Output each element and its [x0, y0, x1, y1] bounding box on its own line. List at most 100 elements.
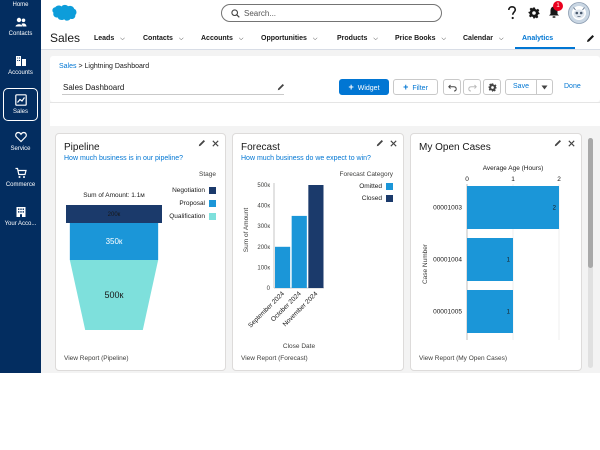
rail-item-label: Accounts: [8, 70, 33, 76]
add-widget-button[interactable]: + Widget: [339, 79, 389, 95]
tab-products[interactable]: Products ⌵: [337, 35, 378, 43]
edit-icon[interactable]: [198, 139, 206, 147]
rail-item-label: Your Acco...: [4, 221, 37, 227]
tab-calendar[interactable]: Calendar ⌵: [463, 35, 504, 43]
active-tab-indicator: [515, 47, 575, 49]
dashboard-settings-button[interactable]: [483, 79, 501, 95]
data-label: 2: [553, 206, 557, 212]
help-icon[interactable]: [507, 6, 517, 20]
y-tick-label: 500к: [257, 183, 270, 189]
chevron-down-icon[interactable]: ⌵: [441, 36, 447, 42]
avatar[interactable]: [568, 2, 590, 24]
close-icon[interactable]: [568, 140, 575, 147]
scrollbar-thumb[interactable]: [588, 138, 593, 268]
bar: [467, 238, 513, 281]
accounts-icon: [15, 56, 26, 66]
edit-icon[interactable]: [554, 139, 562, 147]
tab-accounts[interactable]: Accounts ⌵: [201, 35, 243, 43]
save-button[interactable]: Save: [505, 79, 537, 95]
widget-title: My Open Cases: [419, 142, 491, 153]
rail-item-home[interactable]: Home: [0, 2, 41, 8]
y-tick-label: 00001003: [433, 205, 462, 212]
y-tick-label: 0: [267, 286, 271, 292]
edit-title-icon[interactable]: [277, 83, 285, 91]
chevron-down-icon[interactable]: ⌵: [120, 36, 125, 42]
tab-label: Price Books: [395, 35, 436, 42]
open-cases-widget: My Open Cases Average Age (Hours) Case N…: [410, 133, 582, 371]
gear-icon: [487, 83, 497, 92]
bar: [467, 290, 513, 333]
rail-item-your-account[interactable]: Your Acco...: [0, 206, 41, 227]
widget-subtitle: How much business is in our pipeline?: [64, 155, 184, 162]
rail-item-contacts[interactable]: Contacts: [0, 16, 41, 37]
tab-label: Leads: [94, 35, 115, 42]
legend-entry: Proposal: [179, 200, 205, 207]
done-button[interactable]: Done: [564, 83, 581, 90]
breadcrumb-link-sales[interactable]: Sales: [59, 63, 77, 70]
rail-item-label: Commerce: [5, 182, 36, 188]
salesforce-logo[interactable]: [51, 4, 77, 22]
legend-swatch: [209, 187, 216, 194]
x-tick-label: 1: [511, 176, 515, 183]
plus-icon: +: [348, 82, 354, 92]
bar: [308, 185, 324, 288]
widget-title: Forecast: [241, 142, 280, 153]
chevron-down-icon[interactable]: ⌵: [312, 36, 318, 42]
bar: [291, 215, 307, 288]
contacts-icon: [15, 17, 26, 27]
chevron-down-icon[interactable]: ⌵: [238, 36, 244, 42]
data-label: 200к: [108, 212, 121, 218]
tab-label: Analytics: [522, 35, 554, 42]
close-icon[interactable]: [212, 140, 219, 147]
dashboard-filter-strip: [50, 102, 600, 126]
tab-leads[interactable]: Leads ⌵: [94, 35, 125, 43]
tab-opportunities[interactable]: Opportunities ⌵: [261, 35, 317, 43]
chevron-down-icon[interactable]: ⌵: [498, 36, 504, 42]
redo-button[interactable]: [463, 79, 481, 95]
tab-price-books[interactable]: Price Books ⌵: [395, 35, 446, 43]
legend-title: Forecast Category: [340, 171, 394, 178]
legend-title: Stage: [199, 171, 216, 178]
rail-item-service[interactable]: Service: [0, 131, 41, 152]
legend-swatch: [386, 195, 393, 202]
gear-icon[interactable]: [528, 7, 540, 19]
tab-contacts[interactable]: Contacts ⌵: [143, 35, 184, 43]
legend-swatch: [386, 183, 393, 190]
close-icon[interactable]: [390, 140, 397, 147]
add-filter-button[interactable]: + Filter: [393, 79, 438, 95]
view-report-link[interactable]: View Report (Pipeline): [64, 355, 129, 362]
y-axis-label: Case Number: [422, 243, 429, 284]
left-rail: Home Contacts Accounts Sales Service Com…: [0, 0, 41, 373]
tab-analytics[interactable]: Analytics: [522, 35, 553, 42]
y-tick-label: 300к: [257, 224, 270, 230]
bar: [275, 246, 291, 288]
view-report-link[interactable]: View Report (My Open Cases): [419, 355, 508, 362]
chevron-down-icon[interactable]: ⌵: [373, 36, 378, 42]
save-options-button[interactable]: [536, 79, 553, 95]
plus-icon: +: [403, 82, 409, 92]
edit-nav-icon[interactable]: [586, 34, 595, 43]
data-label: 1: [507, 310, 511, 316]
edit-icon[interactable]: [376, 139, 384, 147]
page-scrollbar[interactable]: [588, 138, 593, 368]
undo-icon: [447, 84, 457, 92]
rail-item-label: Contacts: [8, 31, 33, 37]
rail-item-accounts[interactable]: Accounts: [0, 55, 41, 76]
view-report-link[interactable]: View Report (Forecast): [241, 355, 308, 362]
widget-title: Pipeline: [64, 142, 100, 153]
undo-button[interactable]: [443, 79, 461, 95]
notification-badge: 1: [553, 1, 563, 11]
rail-item-label: Sales: [12, 109, 28, 115]
caret-down-icon: [541, 85, 548, 90]
x-tick-label: 2: [557, 176, 561, 183]
global-search[interactable]: [221, 4, 442, 22]
rail-item-sales[interactable]: Sales: [3, 88, 38, 121]
rail-item-label: Service: [10, 146, 31, 152]
search-input[interactable]: [244, 7, 434, 19]
rail-item-commerce[interactable]: Commerce: [0, 167, 41, 188]
redo-icon: [467, 84, 477, 92]
y-tick-label: 200к: [257, 245, 270, 251]
chevron-down-icon[interactable]: ⌵: [178, 36, 184, 42]
dashboard-title[interactable]: Sales Dashboard: [63, 83, 125, 92]
